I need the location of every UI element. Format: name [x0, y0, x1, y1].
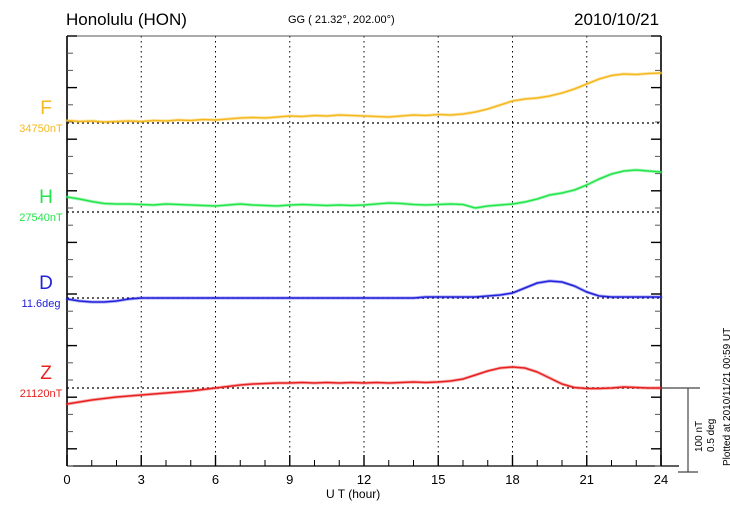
plotted-timestamp: Plotted at 2010/11/21 00:59 UT — [722, 327, 730, 466]
component-label-Z: Z — [40, 363, 52, 384]
x-axis-tick-label: 3 — [138, 472, 145, 487]
x-axis-tick-label: 24 — [654, 472, 668, 487]
component-baseline-Z: 21120nT — [20, 388, 63, 400]
x-axis-tick-label: 9 — [286, 472, 293, 487]
component-label-H: H — [39, 187, 53, 208]
x-axis-tick-label: 15 — [431, 472, 445, 487]
component-label-F: F — [40, 98, 52, 119]
scale-bar-caption: 100 nT 0.5 deg — [694, 419, 718, 452]
component-baseline-H: 27540nT — [19, 212, 63, 224]
trace-D — [66, 280, 662, 303]
geographic-coordinates: GG ( 21.32°, 202.00°) — [288, 14, 395, 26]
component-baseline-D: 11.6deg — [22, 298, 61, 310]
x-axis-tick-label: 18 — [505, 472, 519, 487]
component-label-D: D — [39, 273, 53, 294]
x-axis-tick-label: 21 — [580, 472, 594, 487]
x-axis-tick-label: 12 — [357, 472, 371, 487]
trace-F — [66, 72, 662, 123]
scale-caption-line-2: 0.5 deg — [706, 418, 717, 452]
trace-Z — [66, 366, 662, 405]
x-axis-tick-label: 0 — [63, 472, 70, 487]
trace-halo-Z — [65, 365, 663, 406]
scale-caption-line-1: 100 nT — [694, 420, 705, 452]
component-baseline-F: 34750nT — [19, 123, 63, 135]
x-axis-title: U T (hour) — [326, 487, 381, 501]
observation-date: 2010/10/21 — [574, 10, 660, 29]
trace-H — [66, 169, 662, 209]
x-axis-tick-label: 6 — [212, 472, 219, 487]
station-title: Honolulu (HON) — [66, 10, 187, 29]
